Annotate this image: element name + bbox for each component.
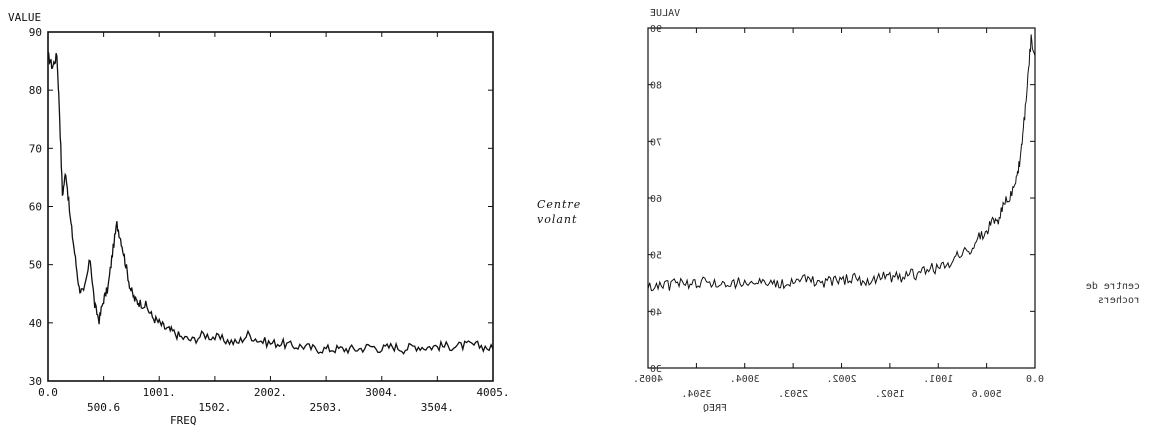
y-tick-label: 70 <box>29 142 42 155</box>
middle-label-line1: Centre <box>537 198 581 211</box>
left-plot: VALUE 90 80 70 60 50 40 30 0.0 1001. 2002. 3004. 4… <box>8 11 510 426</box>
y-tick-label: 40 <box>29 317 42 330</box>
right-plot-xlabel: FREQ <box>703 403 727 414</box>
left-plot-yaxis: 90 80 70 60 50 40 30 <box>29 26 493 388</box>
y-tick-label: 60 <box>29 201 42 214</box>
right-plot-ylabel: VALUE <box>650 8 680 19</box>
x-tick-label: 500.6 <box>972 389 1002 400</box>
left-plot-frame <box>47 31 494 382</box>
x-tick-label: 4005. <box>476 386 509 399</box>
right-plot-side-label-line1: centre de <box>1086 281 1140 292</box>
right-plot-xaxis: 0.0 1001. 2002. 3004. 4005. 500.6 1502. 2503. 35… <box>633 28 1044 400</box>
right-plot-yaxis: 90 80 70 60 50 40 30 <box>648 24 1035 375</box>
x-tick-label: 4005. <box>633 374 663 385</box>
x-tick-label: 1001. <box>923 374 953 385</box>
x-tick-label: 2503. <box>310 401 343 414</box>
x-tick-label: 3504. <box>681 389 711 400</box>
y-tick-label: 50 <box>650 251 662 262</box>
y-tick-label: 40 <box>650 307 662 318</box>
x-tick-label: 500.6 <box>87 401 120 414</box>
y-tick-label: 30 <box>29 375 42 388</box>
x-tick-label: 3504. <box>421 401 454 414</box>
x-tick-label: 2503. <box>778 389 808 400</box>
middle-label-line2: volant <box>537 213 577 226</box>
middle-label: Centre volant <box>537 198 581 226</box>
x-tick-label: 3004. <box>365 386 398 399</box>
y-tick-label: 80 <box>650 81 662 92</box>
y-tick-label: 50 <box>29 259 42 272</box>
x-tick-label: 0.0 <box>38 386 58 399</box>
left-plot-xlabel: FREQ <box>170 414 197 426</box>
x-tick-label: 1502. <box>875 389 905 400</box>
y-tick-label: 70 <box>650 137 662 148</box>
x-tick-label: 1502. <box>198 401 231 414</box>
x-tick-label: 0.0 <box>1026 374 1044 385</box>
right-plot: VALUE 90 80 70 60 50 40 30 0.0 1001. 2002. 3004. 4… <box>633 8 1140 414</box>
left-plot-ylabel: VALUE <box>8 11 41 24</box>
left-plot-xaxis: 0.0 1001. 2002. 3004. 4005. 500.6 1502. 2503. 35… <box>38 32 510 414</box>
y-tick-label: 90 <box>650 24 662 35</box>
y-tick-label: 90 <box>29 26 42 39</box>
y-tick-label: 80 <box>29 84 42 97</box>
y-tick-label: 30 <box>650 364 662 375</box>
right-plot-frame <box>647 27 1036 369</box>
x-tick-label: 3004. <box>730 374 760 385</box>
right-plot-side-label-line2: rochers <box>1098 295 1140 306</box>
x-tick-label: 2002. <box>826 374 856 385</box>
x-tick-label: 2002. <box>254 386 287 399</box>
left-plot-series-line <box>47 51 494 355</box>
right-plot-series-line <box>647 34 1036 292</box>
y-tick-label: 60 <box>650 194 662 205</box>
x-tick-label: 1001. <box>143 386 176 399</box>
